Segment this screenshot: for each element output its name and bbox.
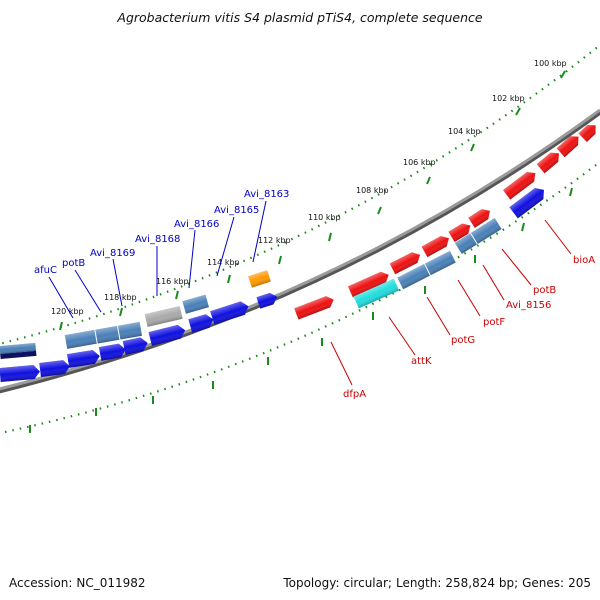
leader-line: [482, 264, 505, 301]
leader-line: [330, 341, 353, 386]
gene-block[interactable]: [148, 323, 187, 346]
accession-info: Accession: NC_011982: [9, 576, 146, 590]
major-tick: [175, 290, 179, 300]
gene-label-potg[interactable]: potG: [451, 335, 475, 346]
gene-label-avi-8165[interactable]: Avi_8165: [214, 205, 259, 216]
sequence-info: Topology: circular; Length: 258,824 bp; …: [283, 576, 591, 590]
inner-labels: dfpA attK potG potF Avi_8156 potB bioA: [343, 255, 595, 400]
outer-tick-ring: [0, 44, 600, 345]
gene-label-avi-8166[interactable]: Avi_8166: [174, 219, 219, 230]
gene-block[interactable]: [536, 149, 563, 174]
gene-label-potb-inner[interactable]: potB: [533, 285, 556, 296]
backbone-shadow: [0, 109, 600, 394]
gene-block[interactable]: [64, 321, 143, 349]
gene-block[interactable]: [509, 184, 548, 219]
gene-label-avi-8168[interactable]: Avi_8168: [135, 234, 180, 245]
gene-block[interactable]: [67, 349, 101, 368]
leader-line: [74, 269, 102, 313]
major-tick: [569, 187, 573, 197]
topology-label: Topology:: [283, 576, 340, 590]
major-tick: [278, 255, 282, 265]
gene-label-afuc[interactable]: afuC: [34, 265, 57, 276]
gene-block[interactable]: [454, 218, 502, 254]
leader-line: [188, 229, 196, 289]
leader-line: [112, 258, 123, 307]
outer-labels: afuC potB Avi_8169 Avi_8168 Avi_8166 Avi…: [34, 189, 289, 276]
gene-block[interactable]: [256, 291, 279, 309]
gene-label-avi-8163[interactable]: Avi_8163: [244, 189, 289, 200]
tick-label-114: 114 kbp: [207, 258, 240, 267]
gene-block[interactable]: [448, 220, 473, 243]
gene-block[interactable]: [468, 206, 493, 228]
major-tick: [470, 143, 475, 152]
gene-block[interactable]: [347, 269, 391, 298]
leader-line: [501, 248, 532, 286]
major-tick: [521, 222, 525, 232]
gene-block[interactable]: [421, 233, 452, 258]
tick-label-112: 112 kbp: [258, 236, 291, 245]
leader-line: [252, 200, 267, 263]
tick-label-116: 116 kbp: [156, 277, 189, 286]
gene-label-avi-8169[interactable]: Avi_8169: [90, 248, 135, 259]
gene-block[interactable]: [294, 294, 336, 320]
gene-label-dfpa[interactable]: dfpA: [343, 389, 366, 400]
gene-block[interactable]: [556, 132, 583, 158]
leader-line: [457, 279, 481, 317]
major-tick: [119, 307, 123, 317]
tick-label-108: 108 kbp: [356, 186, 389, 195]
genes-label: Genes:: [522, 576, 565, 590]
accession-value: NC_011982: [76, 576, 146, 590]
gene-block[interactable]: [98, 343, 127, 361]
tick-label-120: 120 kbp: [51, 307, 84, 316]
tick-label-100: 100 kbp: [534, 59, 567, 68]
gene-block[interactable]: [182, 294, 209, 314]
major-tick: [227, 274, 231, 284]
major-tick: [560, 70, 566, 79]
tick-label-104: 104 kbp: [448, 127, 481, 136]
inner-tick-ring: [4, 161, 600, 434]
length-value: 258,824 bp;: [445, 576, 519, 590]
leader-line: [48, 276, 74, 319]
accession-label: Accession:: [9, 576, 73, 590]
gene-label-potb-outer[interactable]: potB: [62, 258, 85, 269]
gene-label-bioa[interactable]: bioA: [573, 255, 595, 266]
major-tick: [377, 206, 382, 215]
tick-label-106: 106 kbp: [403, 158, 436, 167]
inner-genes: [0, 184, 548, 382]
gene-block[interactable]: [39, 359, 70, 377]
gene-block[interactable]: [0, 342, 37, 359]
major-tick: [59, 321, 63, 331]
major-tick: [515, 107, 521, 116]
leader-line: [544, 219, 572, 255]
gene-block[interactable]: [188, 313, 215, 333]
tick-label-110: 110 kbp: [308, 213, 341, 222]
genes-value: 205: [568, 576, 591, 590]
page-title: Agrobacterium vitis S4 plasmid pTiS4, co…: [117, 10, 483, 25]
leader-line: [388, 316, 416, 356]
inner-leader-lines: [330, 219, 572, 386]
leader-line: [216, 216, 235, 277]
gene-label-potf[interactable]: potF: [483, 317, 505, 328]
topology-value: circular;: [343, 576, 392, 590]
outer-genes: [0, 121, 600, 359]
tick-label-102: 102 kbp: [492, 94, 525, 103]
gene-block[interactable]: [397, 250, 456, 290]
gene-block[interactable]: [0, 365, 41, 382]
major-tick: [426, 176, 431, 185]
gene-block[interactable]: [578, 121, 600, 143]
gene-block[interactable]: [210, 300, 250, 325]
gene-block[interactable]: [144, 306, 183, 327]
leader-line: [426, 296, 451, 336]
gene-block[interactable]: [389, 249, 423, 275]
major-tick: [328, 232, 332, 242]
outer-leader-lines: [48, 200, 267, 319]
gene-label-attk[interactable]: attK: [411, 356, 432, 367]
gene-block[interactable]: [502, 168, 539, 200]
gene-block[interactable]: [248, 270, 271, 288]
length-label: Length:: [395, 576, 442, 590]
gene-block[interactable]: [122, 336, 149, 355]
gene-block[interactable]: [353, 278, 400, 309]
gene-label-avi-8156[interactable]: Avi_8156: [506, 300, 551, 311]
